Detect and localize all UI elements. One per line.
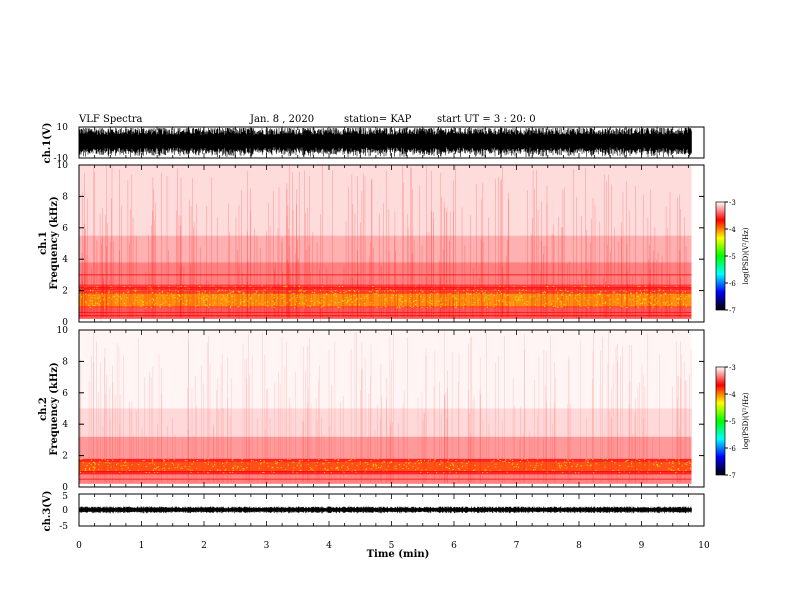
- xtick-label: 2: [201, 541, 207, 551]
- ch1-ytick-bottom: -10: [54, 154, 69, 164]
- xtick-label: 10: [698, 541, 710, 551]
- spectrogram-band: [79, 436, 692, 459]
- ch3-waveform-ylabel: ch.3(V): [42, 490, 53, 531]
- spectrogram-streaks: [80, 330, 692, 483]
- ytick-label: 2: [62, 452, 68, 462]
- ch3-ytick-mid: 0: [62, 506, 68, 516]
- time-axis-label: Time (min): [367, 549, 430, 560]
- spectrogram-band: [79, 235, 692, 263]
- colorbar-label: log(PSD)(V²/Hz): [742, 227, 750, 284]
- ytick-label: 8: [62, 357, 68, 367]
- ytick-label: 8: [62, 192, 68, 202]
- ch1-waveform-trace: [78, 128, 692, 157]
- figure-title: VLF Spectra: [78, 114, 143, 125]
- colorbar-tick-label: -7: [729, 472, 736, 480]
- time-axis-tick-labels: 0 1 2 3 4 5 6 7 8 9 10: [76, 541, 710, 551]
- ch1-spectrogram-ylabel-line1: ch.1: [38, 231, 49, 255]
- colorbar-tick-label: -4: [729, 226, 736, 234]
- colorbar-tick-label: -4: [729, 391, 736, 399]
- ytick-label: 0: [62, 318, 68, 328]
- colorbar-tick-label: -5: [729, 418, 736, 426]
- spectrogram-band: [79, 408, 692, 437]
- ytick-label: 6: [62, 224, 68, 234]
- spectrogram-green-speckles: [80, 290, 686, 304]
- start-time-label: start UT = 3 : 20: 0: [437, 114, 536, 125]
- time-axis-ticks: [78, 127, 705, 526]
- xtick-label: 7: [514, 541, 520, 551]
- ch3-ytick-top: 5: [62, 492, 68, 502]
- station-label: station= KAP: [344, 114, 412, 125]
- colorbar-tick-label: -7: [729, 307, 736, 315]
- ytick-label: 0: [62, 483, 68, 493]
- spectrogram-band: [79, 293, 692, 307]
- spectrogram-band: [79, 458, 692, 475]
- ytick-label: 10: [57, 326, 69, 336]
- ch2-spectrogram-ylabel-line1: ch.2: [38, 397, 49, 421]
- colorbar-tick-label: -3: [729, 199, 736, 207]
- ytick-label: 4: [62, 420, 68, 430]
- ytick-label: 10: [57, 161, 69, 171]
- xtick-label: 6: [451, 541, 457, 551]
- ytick-label: 2: [62, 287, 68, 297]
- figure-header: VLF Spectra Jan. 8 , 2020 station= KAP s…: [78, 114, 536, 125]
- ch1-spectrogram-panel: 0 2 4 6 8 10 ch.1 Frequency (kHz) -3 -4 -5 -6 -7 l…: [38, 161, 750, 328]
- xtick-label: 4: [326, 541, 332, 551]
- colorbar-tick-label: -6: [729, 280, 736, 288]
- ch2-spectrogram-yticks: 0 2 4 6 8 10: [57, 326, 704, 493]
- spectrogram-highlights: [79, 285, 692, 309]
- ch1-colorbar: -3 -4 -5 -6 -7 log(PSD)(V²/Hz): [715, 199, 750, 315]
- ch1-ytick-top: 10: [57, 123, 69, 133]
- ch1-waveform-line: [78, 128, 692, 157]
- ytick-label: 4: [62, 255, 68, 265]
- xtick-label: 0: [76, 541, 82, 551]
- date-label: Jan. 8 , 2020: [249, 114, 314, 125]
- colorbar-gradient: [715, 201, 726, 311]
- spectrogram-band: [79, 307, 692, 319]
- ch1-spectrogram-image: [79, 165, 704, 322]
- colorbar-tick-label: -6: [729, 445, 736, 453]
- spectrogram-band: [79, 262, 692, 285]
- ch2-spectrogram-image: [79, 330, 704, 487]
- spectrogram-band: [79, 330, 692, 409]
- ch2-colorbar: -3 -4 -5 -6 -7 log(PSD)(V²/Hz): [715, 364, 750, 480]
- colorbar-gradient: [715, 366, 726, 476]
- ch1-spectrogram-ylabel-line2: Frequency (kHz): [49, 196, 60, 289]
- ch3-waveform-line: [78, 506, 692, 514]
- xtick-label: 1: [139, 541, 145, 551]
- xtick-label: 8: [576, 541, 582, 551]
- spectrogram-band: [79, 165, 692, 236]
- ch1-waveform-ylabel: ch.1(V): [42, 122, 53, 163]
- ch3-waveform-trace: [78, 506, 692, 514]
- ch2-spectrogram-ylabel-line2: Frequency (kHz): [49, 362, 60, 455]
- colorbar-tick-label: -5: [729, 253, 736, 261]
- ch1-spectrogram-yticks: 0 2 4 6 8 10: [57, 161, 704, 328]
- colorbar-tick-label: -3: [729, 364, 736, 372]
- xtick-label: 3: [264, 541, 270, 551]
- spectrogram-band: [79, 461, 692, 472]
- ch2-spectrogram-panel: 0 2 4 6 8 10 ch.2 Frequency (kHz) -3 -4 -5 -6 -7 l…: [38, 326, 750, 493]
- ch3-ytick-bottom: -5: [59, 522, 68, 532]
- xtick-label: 9: [639, 541, 645, 551]
- ytick-label: 6: [62, 389, 68, 399]
- spectrogram-green-speckles: [87, 455, 679, 469]
- xtick-label: 5: [389, 541, 395, 551]
- colorbar-label: log(PSD)(V²/Hz): [742, 392, 750, 449]
- spectrogram-highlights: [79, 458, 691, 474]
